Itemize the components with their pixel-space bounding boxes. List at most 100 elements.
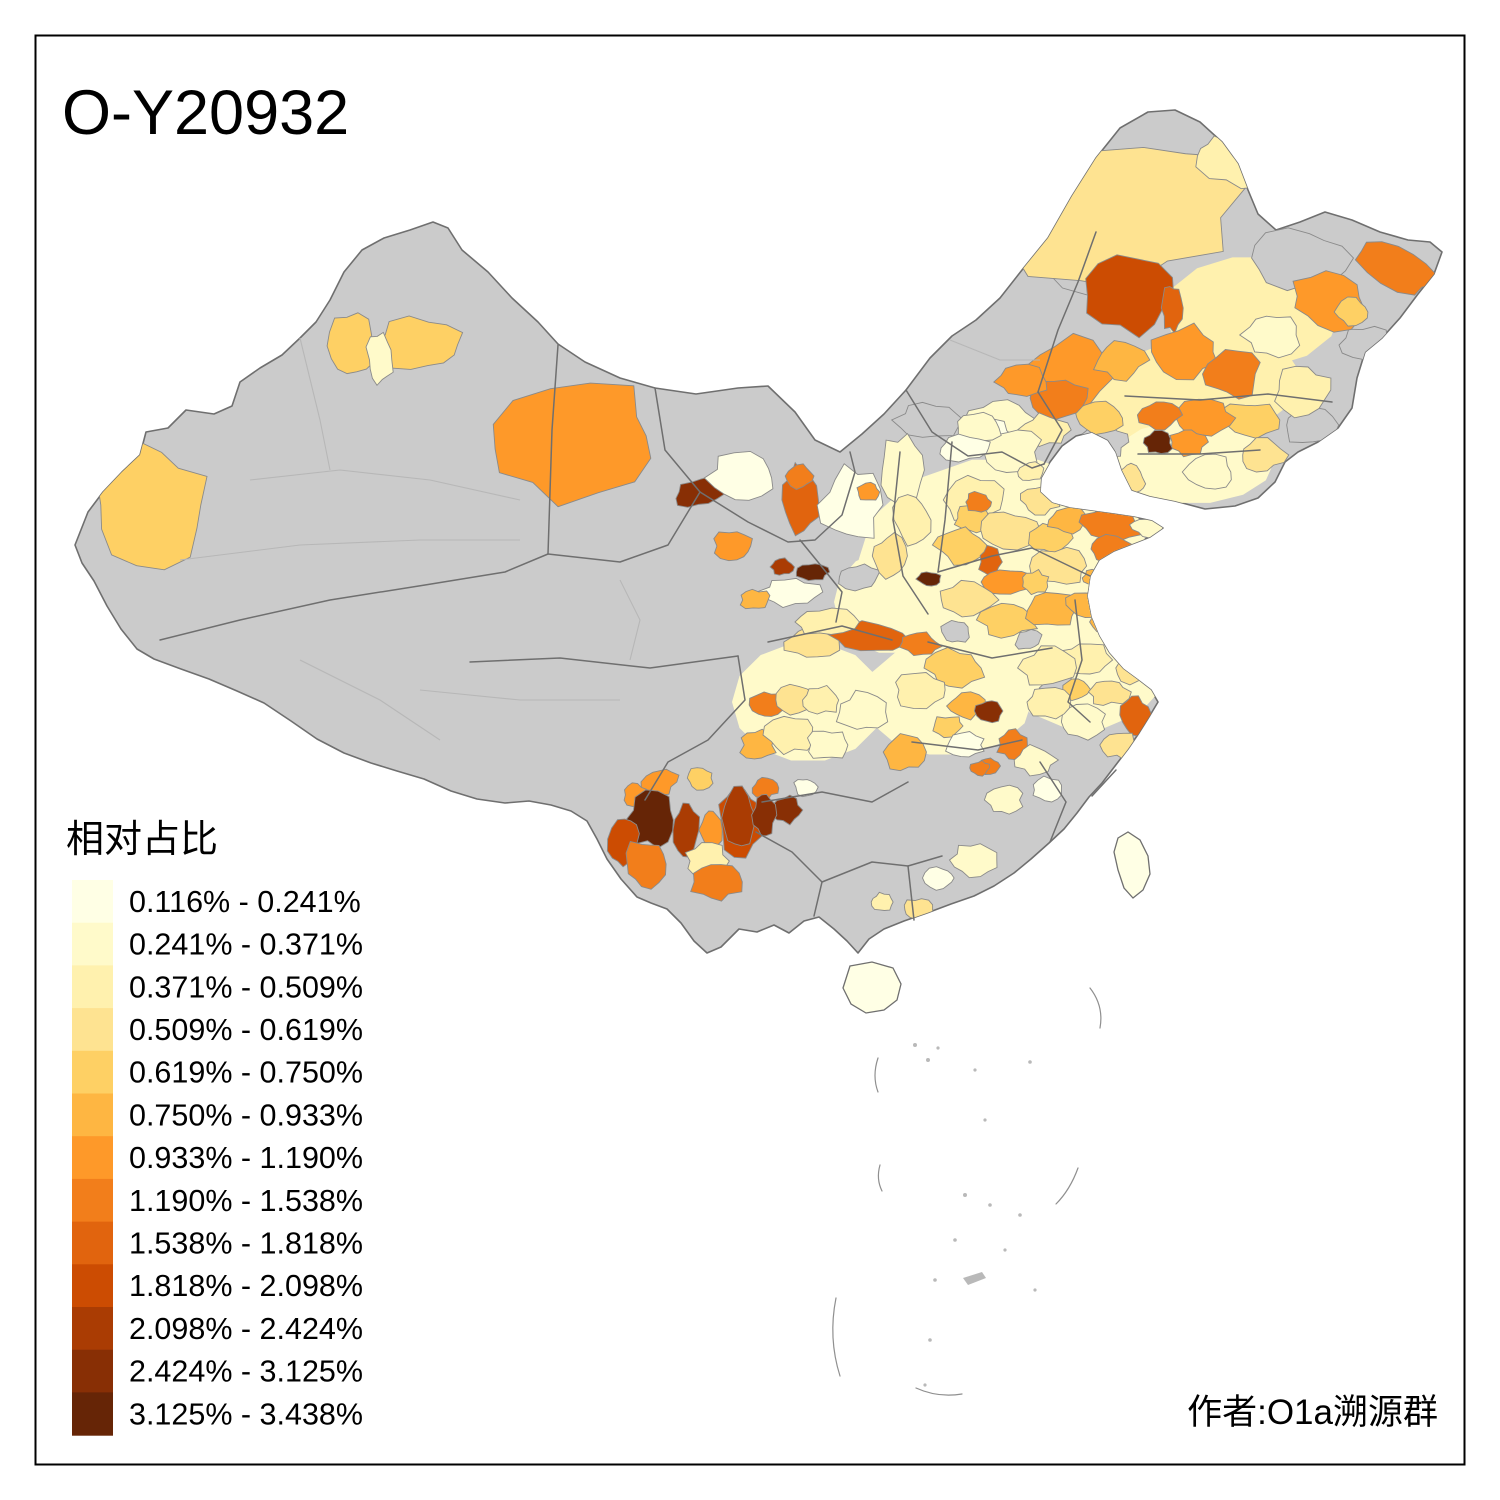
prefecture-region xyxy=(957,411,1002,445)
prefecture-faint-borders xyxy=(179,337,1040,741)
prefecture-region xyxy=(932,716,964,739)
prefecture-region xyxy=(1013,743,1060,777)
legend-label: 0.619% - 0.750% xyxy=(129,1056,363,1090)
legend-swatch xyxy=(72,965,113,1009)
prefecture-region xyxy=(863,641,1033,755)
prefecture-region xyxy=(969,759,991,777)
prefecture-region xyxy=(1354,241,1438,296)
prefecture-region xyxy=(625,840,667,890)
prefecture-region xyxy=(762,715,815,756)
legend-label: 2.098% - 2.424% xyxy=(129,1312,363,1346)
prefecture-region xyxy=(1074,400,1124,436)
legend-swatch xyxy=(72,922,113,966)
prefecture-region xyxy=(1136,401,1184,431)
no-data-region xyxy=(1014,628,1043,650)
legend-swatch xyxy=(72,1136,113,1180)
legend-swatch xyxy=(72,1008,113,1052)
prefecture-region xyxy=(1142,429,1174,455)
legend-label: 0.241% - 0.371% xyxy=(129,928,363,962)
prefecture-region xyxy=(703,450,774,501)
prefecture-region xyxy=(1022,568,1050,596)
chart-title: O-Y20932 xyxy=(62,78,349,148)
prefecture-region xyxy=(739,588,771,610)
prefecture-region xyxy=(784,463,815,491)
legend-swatch xyxy=(72,1178,113,1223)
prefecture-region xyxy=(721,785,757,847)
legend-swatch xyxy=(72,1349,113,1393)
attribution: 作者:O1a溯源群 xyxy=(1187,1393,1438,1432)
legend: 相对占比 0.116% - 0.241% 0.241% - 0.371% 0.371… xyxy=(66,819,363,1436)
prefecture-region xyxy=(923,647,986,689)
prefecture-region xyxy=(1160,286,1184,335)
prefecture-region xyxy=(816,463,884,539)
prefecture-region xyxy=(751,776,780,800)
hainan-island xyxy=(842,961,902,1014)
prefecture-region xyxy=(945,731,985,758)
prefecture-region xyxy=(365,331,394,387)
prefecture-region xyxy=(980,569,1036,595)
prefecture-region xyxy=(1024,592,1076,626)
choropleth-regions xyxy=(96,135,1438,921)
prefecture-region xyxy=(898,631,943,656)
prefecture-region xyxy=(794,607,860,635)
prefecture-region xyxy=(492,382,652,508)
no-data-region xyxy=(940,620,970,643)
legend-label: 1.818% - 2.098% xyxy=(129,1269,363,1303)
prefecture-region xyxy=(948,843,998,879)
prefecture-region xyxy=(980,511,1041,551)
prefecture-region xyxy=(751,793,778,837)
legend-label: 0.371% - 0.509% xyxy=(129,970,363,1004)
legend-label: 0.116% - 0.241% xyxy=(129,885,361,919)
legend-swatch xyxy=(72,1264,113,1308)
prefecture-region xyxy=(1242,437,1290,473)
legend-items: 0.116% - 0.241% 0.241% - 0.371% 0.371% - 0… xyxy=(72,880,363,1436)
prefecture-region xyxy=(1032,775,1062,803)
prefecture-region xyxy=(806,730,849,759)
prefecture-region xyxy=(686,767,714,791)
prefecture-region xyxy=(1085,254,1175,339)
legend-swatch xyxy=(72,1093,113,1137)
legend-label: 2.424% - 3.125% xyxy=(129,1355,363,1389)
prefecture-region xyxy=(871,532,908,580)
prefecture-region xyxy=(892,494,932,547)
prefecture-region xyxy=(1238,315,1301,359)
prefecture-region xyxy=(922,866,955,891)
prefecture-region xyxy=(1087,680,1132,706)
prefecture-region xyxy=(915,571,942,587)
no-data-region xyxy=(890,401,965,438)
legend-label: 0.509% - 0.619% xyxy=(129,1013,363,1047)
prefecture-region xyxy=(96,439,208,571)
prefecture-region xyxy=(1026,687,1072,720)
prefecture-region xyxy=(1092,340,1151,382)
legend-swatch xyxy=(72,1221,113,1265)
prefecture-region xyxy=(983,784,1024,815)
legend-swatch xyxy=(72,1050,113,1095)
south-china-sea-islands xyxy=(832,987,1102,1396)
prefecture-region xyxy=(965,491,993,513)
no-data-region xyxy=(838,563,881,592)
prefecture-region xyxy=(802,684,840,715)
prefecture-region xyxy=(1333,296,1369,327)
taiwan-island xyxy=(1113,831,1151,899)
prefecture-region xyxy=(835,689,889,730)
prefecture-region xyxy=(1181,453,1232,490)
legend-swatch xyxy=(72,1307,113,1351)
province-borders xyxy=(159,231,1333,921)
prefecture-region xyxy=(870,891,894,911)
prefecture-region xyxy=(975,602,1039,639)
prefecture-region xyxy=(1202,349,1261,400)
legend-label: 0.750% - 0.933% xyxy=(129,1098,363,1132)
prefecture-region xyxy=(326,312,376,375)
prefecture-region xyxy=(973,700,1004,724)
legend-label: 3.125% - 3.438% xyxy=(129,1397,363,1431)
prefecture-region xyxy=(895,672,946,710)
prefecture-region xyxy=(939,579,1000,618)
legend-label: 0.933% - 1.190% xyxy=(129,1141,363,1175)
prefecture-region xyxy=(690,864,743,902)
legend-swatch xyxy=(72,880,113,924)
prefecture-region xyxy=(793,779,819,798)
legend-title: 相对占比 xyxy=(66,819,218,861)
prefecture-region xyxy=(1060,703,1106,741)
